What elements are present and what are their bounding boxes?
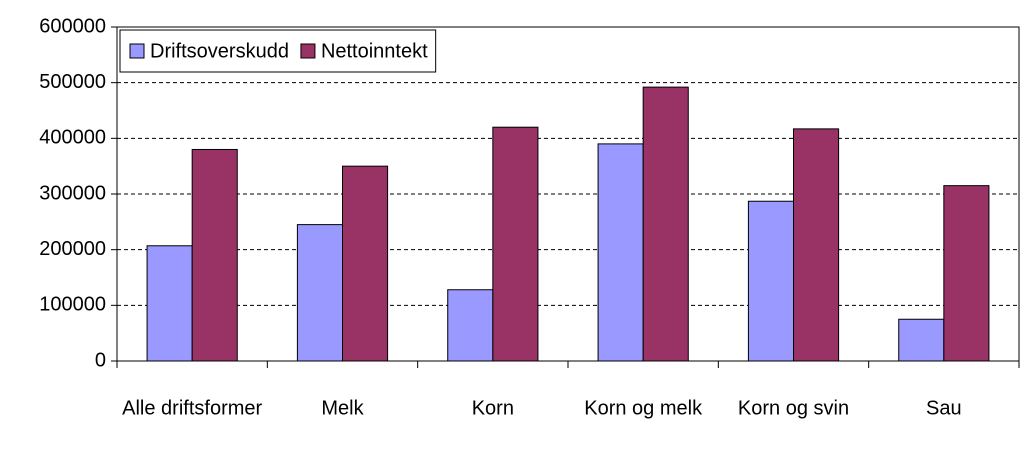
bar [642, 86, 689, 362]
y-tick-label: 200000 [39, 238, 106, 260]
bar [943, 185, 990, 362]
x-tick-label: Korn og svin [738, 397, 849, 419]
legend-swatch [129, 43, 145, 59]
bar [447, 289, 494, 362]
legend [119, 29, 437, 73]
legend-swatch [300, 43, 316, 59]
x-tick-label: Melk [321, 397, 364, 419]
y-tick-label: 0 [95, 349, 106, 371]
legend-label: Nettoinntekt [321, 40, 428, 62]
bar [492, 126, 539, 362]
bar [898, 318, 945, 362]
x-tick-label: Alle driftsformer [122, 397, 262, 419]
y-tick-label: 100000 [39, 294, 106, 316]
x-tick-label: Korn [472, 397, 514, 419]
y-tick-label: 500000 [39, 71, 106, 93]
y-tick-label: 400000 [39, 127, 106, 149]
bar [597, 143, 644, 362]
x-tick-label: Korn og melk [584, 397, 703, 419]
bar [191, 148, 238, 362]
bar [146, 245, 193, 362]
y-tick-label: 300000 [39, 182, 106, 204]
legend-label: Driftsoverskudd [150, 40, 289, 62]
y-tick-label: 600000 [39, 15, 106, 37]
bar [296, 224, 343, 362]
bar [793, 128, 840, 362]
bar [342, 165, 389, 362]
x-tick-label: Sau [926, 397, 962, 419]
bar [747, 200, 795, 362]
